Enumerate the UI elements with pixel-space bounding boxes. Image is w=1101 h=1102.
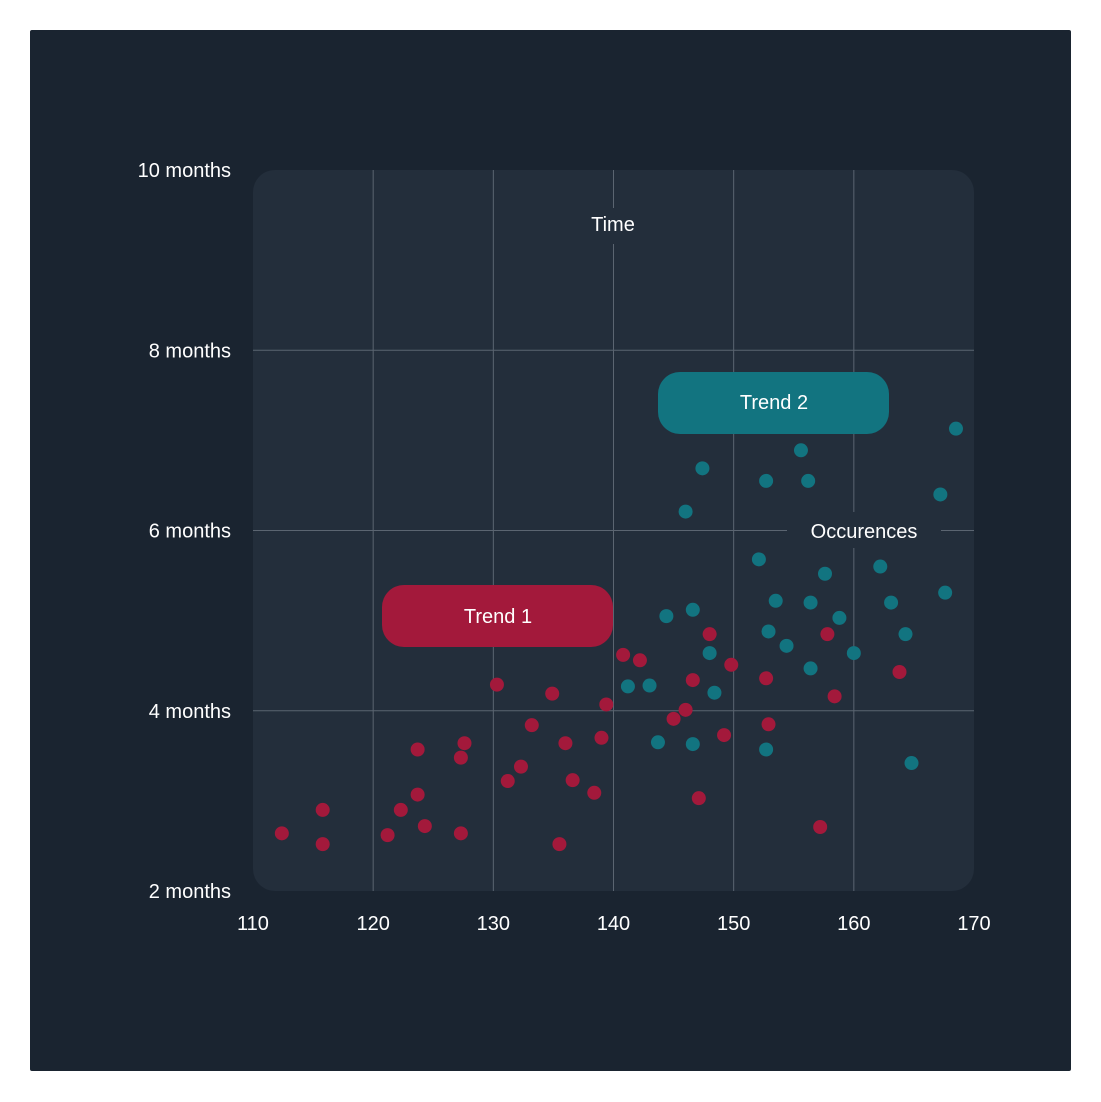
trend-2-pill [658, 372, 889, 434]
point-series-2 [803, 661, 818, 676]
point-series-1 [892, 664, 907, 679]
point-series-1 [827, 689, 842, 704]
x-tick-label: 170 [957, 913, 990, 935]
point-series-2 [803, 595, 818, 610]
x-tick-label: 150 [717, 913, 750, 935]
data-points [274, 421, 963, 852]
point-series-2 [659, 609, 674, 624]
point-series-1 [513, 759, 528, 774]
axis-titles: Time Occurences [571, 208, 941, 548]
point-series-1 [761, 717, 776, 732]
point-series-2 [620, 679, 635, 694]
point-series-2 [873, 559, 888, 574]
point-series-1 [500, 774, 515, 789]
point-series-1 [702, 627, 717, 642]
point-series-1 [565, 773, 580, 788]
point-series-1 [457, 736, 472, 751]
point-series-1 [489, 677, 504, 692]
point-series-1 [545, 686, 560, 701]
point-series-1 [594, 730, 609, 745]
point-series-2 [678, 504, 693, 519]
trend-1-pill [382, 585, 613, 647]
point-series-1 [524, 718, 539, 733]
point-series-1 [678, 702, 693, 717]
point-series-2 [751, 552, 766, 567]
point-series-2 [759, 742, 774, 757]
trend-2-label: Trend 2 [740, 392, 808, 414]
point-series-1 [393, 802, 408, 817]
point-series-1 [691, 791, 706, 806]
point-series-2 [793, 443, 808, 458]
chart-frame: 110 120 130 140 150 160 170 10 months 8 months 6 … [30, 30, 1071, 1071]
point-series-1 [666, 711, 681, 726]
point-series-2 [650, 735, 665, 750]
point-series-1 [410, 787, 425, 802]
point-series-1 [632, 653, 647, 668]
point-series-2 [938, 585, 953, 600]
x-tick-label: 140 [597, 913, 630, 935]
x-tick-label: 120 [356, 913, 389, 935]
point-series-2 [933, 487, 948, 502]
point-series-2 [948, 421, 963, 436]
point-series-2 [768, 593, 783, 608]
point-series-1 [417, 819, 432, 834]
point-series-1 [410, 742, 425, 757]
point-series-1 [315, 837, 330, 852]
point-series-1 [552, 837, 567, 852]
point-series-1 [558, 736, 573, 751]
point-series-1 [717, 728, 732, 743]
point-series-2 [642, 678, 657, 693]
point-series-2 [695, 461, 710, 476]
point-series-2 [702, 646, 717, 661]
point-series-2 [761, 624, 776, 639]
point-series-1 [315, 802, 330, 817]
point-series-1 [685, 673, 700, 688]
point-series-2 [846, 646, 861, 661]
point-series-2 [707, 685, 722, 700]
tick-labels: 110 120 130 140 150 160 170 10 months 8 months 6 … [138, 160, 991, 935]
point-series-2 [685, 602, 700, 617]
x-tick-label: 160 [837, 913, 870, 935]
point-series-2 [817, 566, 832, 581]
point-series-2 [884, 595, 899, 610]
trend-1-label: Trend 1 [464, 606, 532, 628]
point-series-1 [453, 826, 468, 841]
point-series-2 [801, 473, 816, 488]
point-series-1 [274, 826, 289, 841]
point-series-1 [453, 750, 468, 765]
y-tick-label: 8 months [149, 340, 231, 362]
y-tick-label: 2 months [149, 881, 231, 903]
x-axis-title: Occurences [811, 521, 918, 543]
point-series-2 [904, 756, 919, 771]
x-tick-label: 130 [477, 913, 510, 935]
point-series-1 [587, 785, 602, 800]
x-tick-label: 110 [237, 913, 269, 935]
point-series-2 [685, 737, 700, 752]
y-tick-label: 10 months [138, 160, 231, 182]
point-series-2 [759, 473, 774, 488]
point-series-1 [820, 627, 835, 642]
point-series-1 [616, 647, 631, 662]
point-series-1 [813, 820, 828, 835]
point-series-1 [380, 828, 395, 843]
y-tick-label: 6 months [149, 521, 231, 543]
trend-annotations: Trend 1 Trend 2 [382, 372, 889, 647]
point-series-1 [759, 671, 774, 686]
point-series-2 [779, 638, 794, 653]
point-series-1 [724, 657, 739, 672]
y-tick-label: 4 months [149, 701, 231, 723]
y-axis-title: Time [591, 214, 635, 236]
point-series-2 [832, 610, 847, 625]
point-series-2 [898, 627, 913, 642]
point-series-1 [599, 697, 614, 712]
scatter-chart: 110 120 130 140 150 160 170 10 months 8 months 6 … [138, 160, 991, 935]
